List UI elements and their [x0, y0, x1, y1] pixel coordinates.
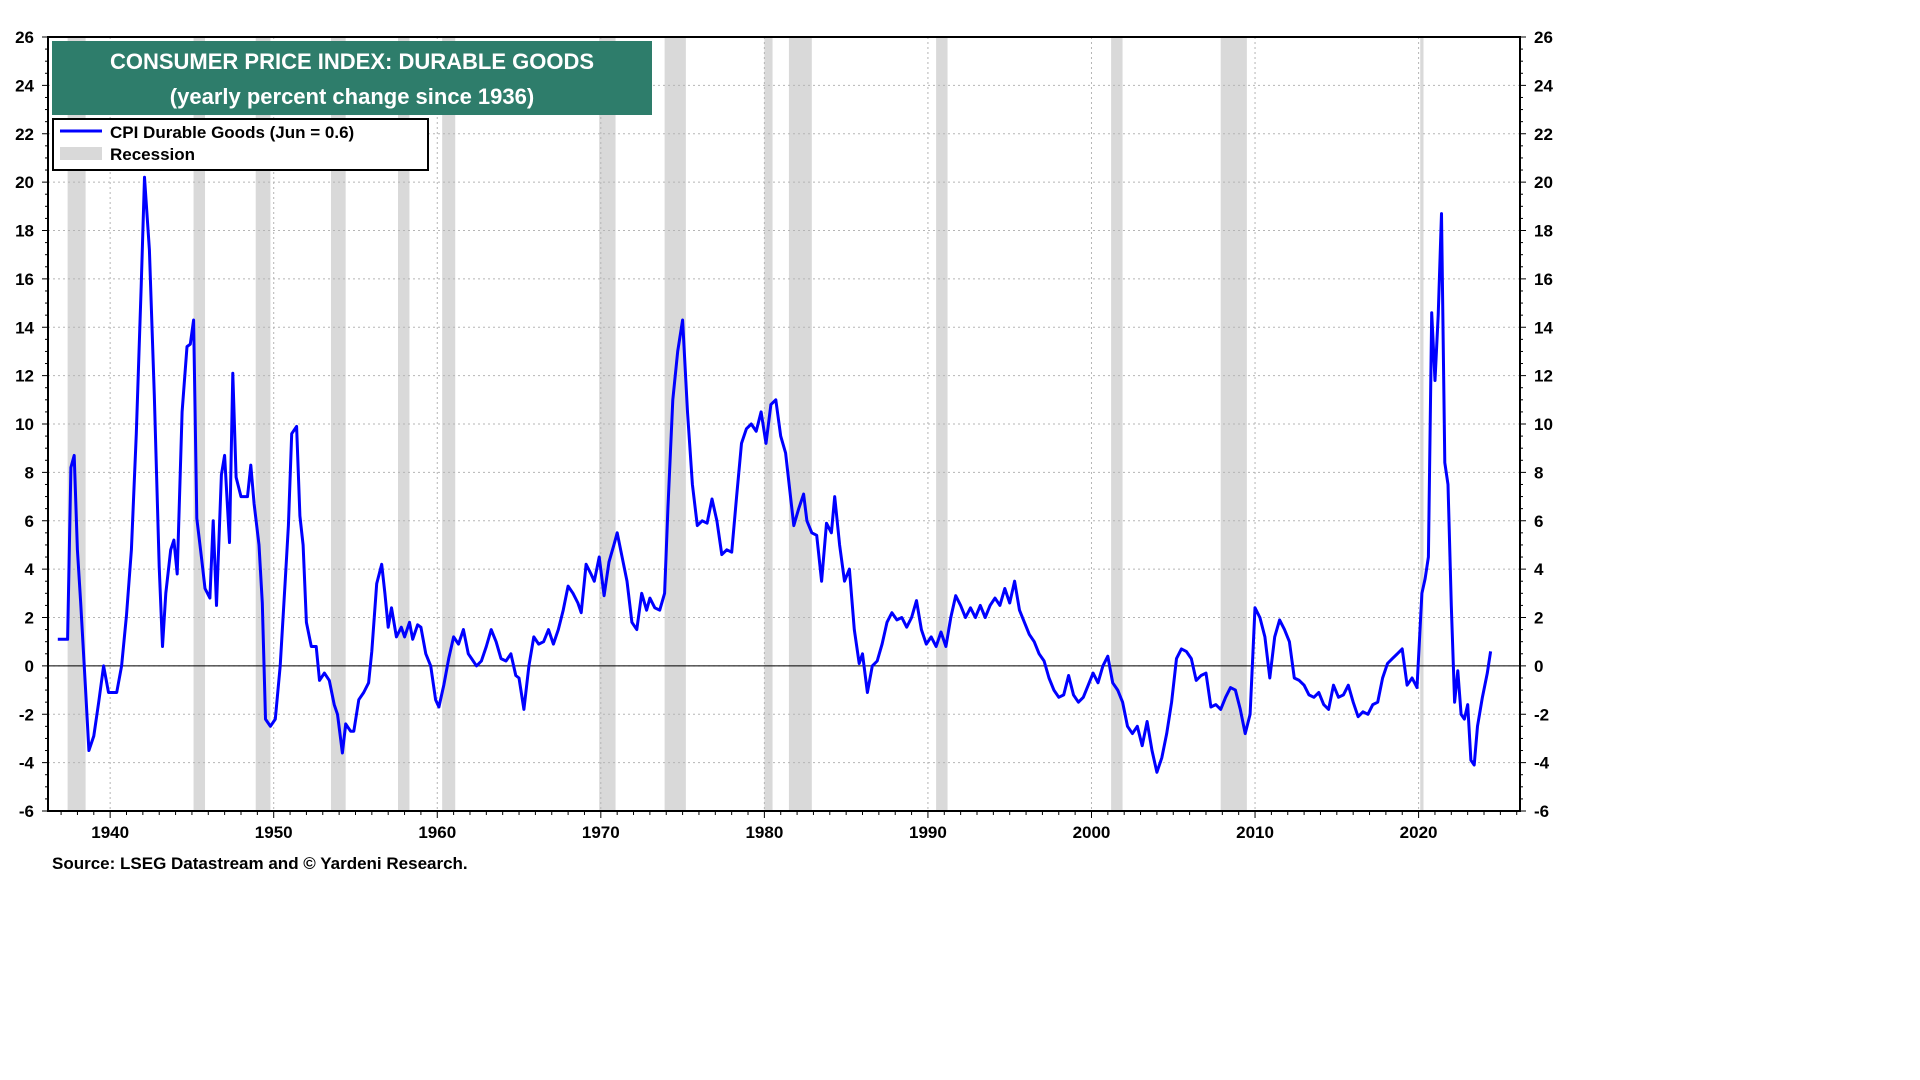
- y-tick-label-right: 20: [1534, 173, 1553, 192]
- y-tick-label-right: 12: [1534, 367, 1553, 386]
- y-tick-label-right: 26: [1534, 28, 1553, 47]
- series-layer: [57, 175, 1493, 774]
- title-box: CONSUMER PRICE INDEX: DURABLE GOODS (yea…: [52, 41, 652, 115]
- y-tick-label-left: 20: [15, 173, 34, 192]
- title-box-background: [52, 41, 652, 115]
- y-tick-label-left: 8: [25, 463, 34, 482]
- gridlines: [48, 37, 1520, 811]
- x-tick-label: 1970: [582, 823, 620, 842]
- y-tick-label-left: 4: [25, 560, 35, 579]
- y-tick-label-right: 18: [1534, 222, 1553, 241]
- y-tick-label-right: 4: [1534, 560, 1544, 579]
- legend-label-cpi: CPI Durable Goods (Jun = 0.6): [110, 123, 354, 142]
- y-tick-label-left: 24: [15, 76, 34, 95]
- recession-band-7: [664, 37, 686, 811]
- recession-band-11: [1111, 37, 1123, 811]
- x-tick-label: 2000: [1073, 823, 1111, 842]
- axes: [42, 36, 1526, 818]
- x-tick-label: 1960: [418, 823, 456, 842]
- y-tick-label-right: 16: [1534, 270, 1553, 289]
- x-tick-label: 1990: [909, 823, 947, 842]
- chart-subtitle: (yearly percent change since 1936): [170, 84, 534, 109]
- chart-title: CONSUMER PRICE INDEX: DURABLE GOODS: [110, 49, 594, 74]
- x-tick-label: 2010: [1236, 823, 1274, 842]
- x-tick-label: 1980: [745, 823, 783, 842]
- legend-recession-swatch: [60, 147, 102, 160]
- y-tick-label-right: 24: [1534, 76, 1553, 95]
- y-tick-label-left: 10: [15, 415, 34, 434]
- y-tick-label-left: -2: [19, 705, 34, 724]
- legend: CPI Durable Goods (Jun = 0.6) Recession: [52, 118, 429, 171]
- y-tick-label-right: -4: [1534, 754, 1550, 773]
- x-tick-labels: 1940 1950 1960 1970 1980 1990 2000 2010 2020: [91, 823, 1437, 842]
- y-tick-label-left: -6: [19, 802, 34, 821]
- y-tick-label-left: 18: [15, 222, 34, 241]
- x-tick-label: 1950: [255, 823, 293, 842]
- legend-label-recession: Recession: [110, 145, 195, 164]
- legend-box: [52, 118, 429, 171]
- y-tick-label-right: 22: [1534, 125, 1553, 144]
- y-tick-label-left: 2: [25, 609, 34, 628]
- y-tick-label-right: 10: [1534, 415, 1553, 434]
- y-tick-label-left: 16: [15, 270, 34, 289]
- y-tick-label-left: 12: [15, 367, 34, 386]
- y-tick-label-left: 0: [25, 657, 34, 676]
- series-line-cpi-durable-goods: [57, 175, 1493, 774]
- y-tick-label-right: 0: [1534, 657, 1543, 676]
- y-tick-label-right: 6: [1534, 512, 1543, 531]
- recession-band-10: [936, 37, 948, 811]
- recession-band-13: [1420, 37, 1424, 811]
- y-tick-label-left: 6: [25, 512, 34, 531]
- y-tick-label-left: 26: [15, 28, 34, 47]
- source-note: Source: LSEG Datastream and © Yardeni Re…: [52, 854, 468, 873]
- y-tick-label-right: 14: [1534, 318, 1553, 337]
- y-tick-label-right: 8: [1534, 463, 1543, 482]
- y-tick-label-left: 14: [15, 318, 34, 337]
- y-tick-label-right: -2: [1534, 705, 1549, 724]
- y-tick-label-left: 22: [15, 125, 34, 144]
- x-tick-label: 1940: [91, 823, 129, 842]
- x-tick-label: 2020: [1400, 823, 1438, 842]
- y-tick-label-right: -6: [1534, 802, 1549, 821]
- y-tick-label-left: -4: [19, 754, 35, 773]
- y-tick-label-right: 2: [1534, 609, 1543, 628]
